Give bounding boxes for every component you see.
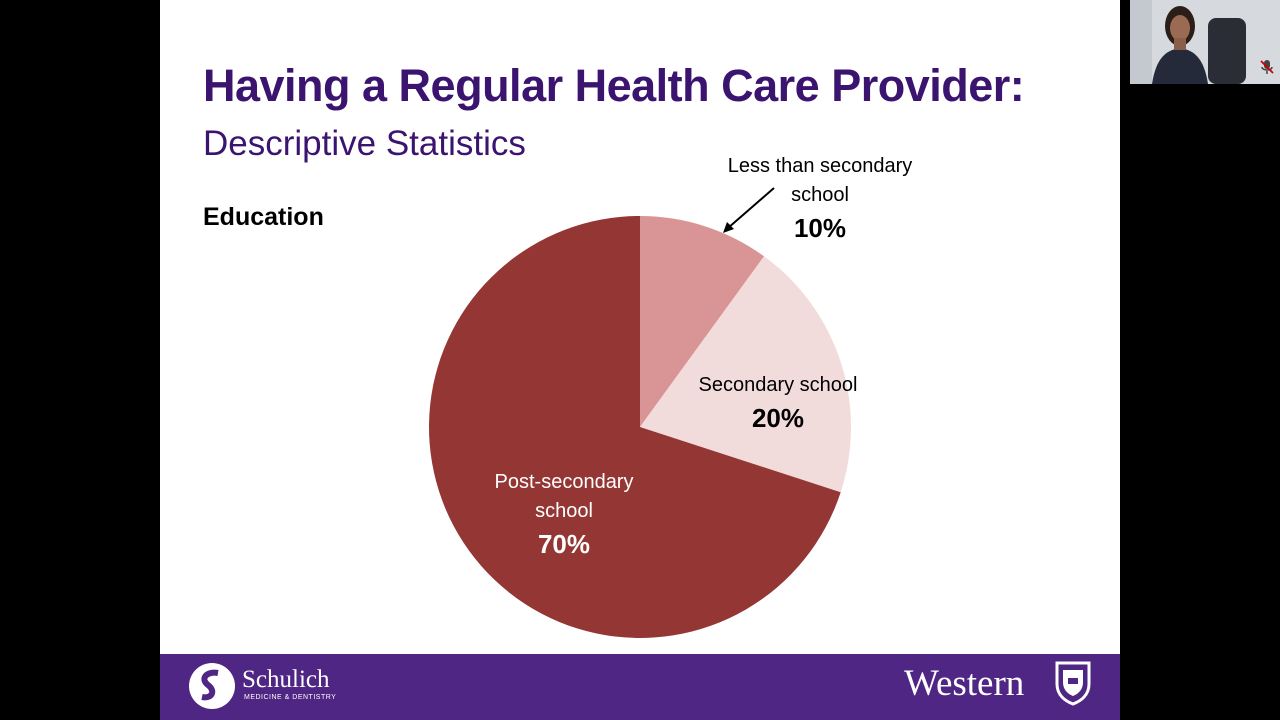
section-label: Education — [203, 203, 324, 231]
slice-name-post-secondary-line2: school — [535, 500, 593, 522]
western-logo-name: Western — [904, 663, 1025, 704]
slice-pct-post-secondary: 70% — [537, 529, 591, 559]
schulich-logo-name: Schulich — [242, 666, 330, 693]
callout-arrow-line — [727, 187, 775, 229]
slide-subtitle: Descriptive Statistics — [203, 124, 526, 163]
callout-arrowhead — [723, 222, 734, 233]
slice-label-post-secondary: Post-secondary school 70% — [474, 468, 654, 559]
slide-footer: Schulich MEDICINE & DENTISTRY Western — [160, 654, 1120, 720]
presenter-webcam-thumbnail[interactable] — [1130, 0, 1280, 84]
slice-label-less-than-secondary: Less than secondary school 10% — [700, 152, 940, 243]
schulich-logo-subtitle: MEDICINE & DENTISTRY — [244, 694, 337, 701]
presenter-video-icon — [1130, 0, 1280, 84]
slide-title: Having a Regular Health Care Provider: — [203, 60, 1025, 111]
western-crest-icon — [1055, 661, 1091, 706]
schulich-logo-icon — [189, 663, 235, 709]
pie-slice-secondary-school — [640, 256, 851, 493]
slice-name-secondary: Secondary school — [698, 374, 858, 396]
pie-slice-less-than-secondary-school — [640, 216, 765, 427]
microphone-muted-icon[interactable] — [1258, 58, 1276, 76]
slide: Having a Regular Health Care Provider: D… — [160, 0, 1120, 720]
pie-slice-post-secondary-school — [429, 216, 841, 639]
slice-name-less-than-secondary-line2: school — [791, 184, 849, 206]
slice-pct-less-than-secondary: 10% — [793, 213, 847, 243]
slice-label-secondary: Secondary school 20% — [678, 371, 878, 433]
slice-pct-secondary: 20% — [751, 403, 805, 433]
pie-chart — [429, 187, 851, 639]
slice-name-less-than-secondary-line1: Less than secondary — [727, 155, 913, 177]
slice-name-post-secondary-line1: Post-secondary — [494, 471, 634, 493]
